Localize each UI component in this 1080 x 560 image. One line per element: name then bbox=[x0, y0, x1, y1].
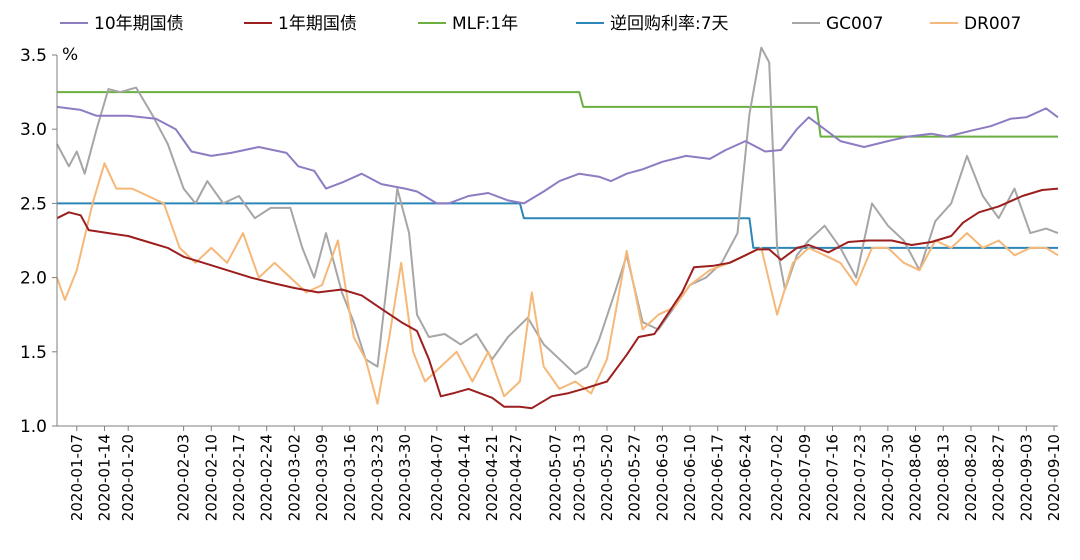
x-tick-label: 2020-05-20 bbox=[598, 434, 616, 521]
x-tick-label: 2020-05-13 bbox=[570, 434, 588, 521]
x-tick-label: 2020-09-10 bbox=[1045, 434, 1063, 521]
x-tick-label: 2020-08-27 bbox=[990, 434, 1008, 521]
x-tick-label: 2020-08-06 bbox=[907, 434, 925, 521]
x-tick-label: 2020-08-13 bbox=[934, 434, 952, 521]
x-tick-label: 2020-04-27 bbox=[507, 434, 525, 521]
y-tick-label: 1.0 bbox=[20, 417, 47, 437]
x-tick-label: 2020-08-20 bbox=[962, 434, 980, 521]
legend-label-1: 1年期国债 bbox=[278, 14, 357, 34]
x-tick-label: 2020-03-23 bbox=[368, 434, 386, 521]
x-tick-label: 2020-05-27 bbox=[626, 434, 644, 521]
x-tick-label: 2020-07-09 bbox=[796, 434, 814, 521]
y-axis-unit: % bbox=[62, 45, 78, 65]
x-tick-label: 2020-07-16 bbox=[823, 434, 841, 521]
x-tick-label: 2020-03-16 bbox=[341, 434, 359, 521]
legend-label-2: MLF:1年 bbox=[452, 14, 518, 34]
x-tick-label: 2020-04-14 bbox=[456, 434, 474, 521]
y-tick-label: 1.5 bbox=[20, 343, 47, 363]
x-tick-label: 2020-07-23 bbox=[851, 434, 869, 521]
x-tick-label: 2020-06-17 bbox=[709, 434, 727, 521]
x-tick-label: 2020-02-03 bbox=[175, 434, 193, 521]
x-tick-label: 2020-04-07 bbox=[428, 434, 446, 521]
x-tick-label: 2020-02-24 bbox=[258, 434, 276, 521]
legend-label-3: 逆回购利率:7天 bbox=[610, 14, 729, 34]
x-tick-label: 2020-01-14 bbox=[95, 434, 113, 521]
x-tick-label: 2020-06-03 bbox=[653, 434, 671, 521]
legend-label-5: DR007 bbox=[964, 14, 1021, 34]
series-line-4 bbox=[56, 46, 1059, 376]
x-tick-label: 2020-09-03 bbox=[1017, 434, 1035, 521]
y-tick-label: 2.0 bbox=[20, 269, 47, 289]
x-tick-label: 2020-05-07 bbox=[547, 434, 565, 521]
x-tick-label: 2020-07-02 bbox=[768, 434, 786, 521]
x-tick-label: 2020-06-24 bbox=[736, 434, 754, 521]
x-tick-label: 2020-03-09 bbox=[313, 434, 331, 521]
series-line-5 bbox=[56, 162, 1059, 405]
series-layer bbox=[56, 46, 1059, 410]
x-tick-label: 2020-01-07 bbox=[68, 434, 86, 521]
x-tick-label: 2020-02-17 bbox=[230, 434, 248, 521]
series-line-0 bbox=[56, 105, 1059, 205]
x-tick-label: 2020-07-30 bbox=[879, 434, 897, 521]
series-line-3 bbox=[57, 202, 1058, 249]
series-line-2 bbox=[57, 91, 1058, 138]
legend: 10年期国债 1年期国债 MLF:1年 逆回购利率:7天 GC007 DR007 bbox=[60, 14, 1021, 34]
x-tick-label: 2020-03-30 bbox=[396, 434, 414, 521]
series-line-1 bbox=[56, 187, 1059, 410]
legend-label-4: GC007 bbox=[826, 14, 884, 34]
x-tick-label: 2020-01-20 bbox=[119, 434, 137, 521]
x-tick-label: 2020-02-10 bbox=[202, 434, 220, 521]
y-tick-label: 2.5 bbox=[20, 194, 47, 214]
legend-label-0: 10年期国债 bbox=[94, 14, 184, 34]
y-tick-label: 3.5 bbox=[20, 46, 47, 66]
x-tick-label: 2020-04-21 bbox=[483, 434, 501, 521]
y-tick-label: 3.0 bbox=[20, 120, 47, 140]
x-tick-label: 2020-03-02 bbox=[285, 434, 303, 521]
x-tick-label: 2020-06-10 bbox=[681, 434, 699, 521]
axes-layer: 1.0 1.5 2.0 2.5 3.0 3.5 2020-01-07 2020-01-14 20… bbox=[20, 46, 1063, 521]
